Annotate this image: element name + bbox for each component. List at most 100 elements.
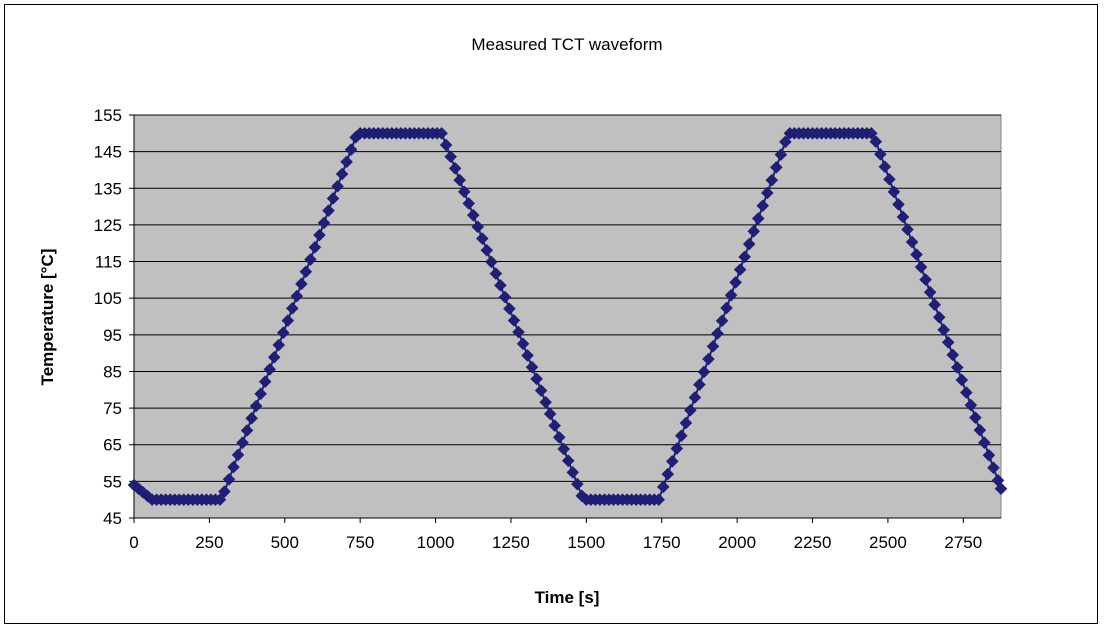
data-point xyxy=(457,185,471,199)
data-point xyxy=(281,314,295,327)
data-point xyxy=(937,323,951,337)
data-point xyxy=(222,472,236,486)
y-axis-title: Temperature [°C] xyxy=(38,249,57,386)
x-tick-label: 1500 xyxy=(567,533,605,552)
y-tick-label: 65 xyxy=(103,436,122,455)
data-point xyxy=(887,185,901,199)
data-point xyxy=(471,220,485,234)
data-point xyxy=(485,255,498,269)
data-point xyxy=(448,162,462,175)
x-tick-label: 1000 xyxy=(417,533,455,552)
data-point xyxy=(317,216,331,230)
data-point xyxy=(674,429,688,443)
data-point xyxy=(539,395,552,409)
data-point xyxy=(530,372,543,386)
data-point xyxy=(950,361,964,374)
data-point xyxy=(258,375,272,388)
data-point xyxy=(932,310,946,324)
data-point xyxy=(331,179,344,193)
data-point xyxy=(557,442,571,456)
data-point xyxy=(444,150,457,164)
data-point xyxy=(453,173,467,187)
chart-title: Measured TCT waveform xyxy=(471,35,662,54)
y-tick-labels: 45 55 65 75 85 95 105 115 125 135 145 155 xyxy=(94,106,134,528)
data-point xyxy=(661,467,675,481)
data-point xyxy=(779,135,792,149)
data-point xyxy=(751,212,765,225)
data-point xyxy=(236,436,249,450)
data-point xyxy=(733,263,747,276)
data-point xyxy=(516,337,530,351)
data-point xyxy=(435,126,448,140)
data-point xyxy=(218,485,231,498)
x-axis-title: Time [s] xyxy=(535,588,600,607)
data-point xyxy=(570,477,584,491)
data-point xyxy=(507,314,521,327)
data-point xyxy=(892,198,905,211)
axes xyxy=(133,115,1001,519)
data-point xyxy=(299,265,313,279)
data-point xyxy=(466,208,480,222)
data-point xyxy=(290,289,304,303)
data-point xyxy=(697,365,711,379)
data-point xyxy=(883,172,896,186)
data-point xyxy=(304,253,317,266)
data-point xyxy=(765,173,779,187)
data-point xyxy=(665,454,679,468)
data-point xyxy=(720,301,733,315)
data-point xyxy=(969,411,982,424)
data-point xyxy=(322,204,335,218)
data-point xyxy=(769,161,783,174)
data-point xyxy=(543,407,557,421)
data-point xyxy=(729,276,742,289)
data-point xyxy=(774,148,788,161)
data-point xyxy=(982,448,996,462)
y-tick-label: 115 xyxy=(95,253,122,272)
x-tick-label: 2250 xyxy=(794,533,832,552)
data-point xyxy=(231,448,245,462)
data-point xyxy=(747,224,761,238)
data-point xyxy=(326,192,340,205)
data-point xyxy=(489,267,503,280)
data-point xyxy=(439,138,453,152)
data-point xyxy=(503,302,516,316)
data-point xyxy=(905,235,919,249)
y-tick-label: 85 xyxy=(103,362,122,381)
data-point xyxy=(715,314,729,328)
data-point xyxy=(914,260,928,274)
data-point xyxy=(295,277,308,291)
data-point xyxy=(706,339,720,353)
data-point xyxy=(901,223,914,236)
x-tick-label: 2750 xyxy=(944,533,982,552)
data-point xyxy=(896,210,910,224)
data-point xyxy=(480,243,494,257)
data-point xyxy=(335,167,349,181)
data-point xyxy=(213,493,227,507)
data-point xyxy=(941,336,955,349)
x-tick-label: 250 xyxy=(195,533,223,552)
data-point xyxy=(959,386,973,399)
data-point xyxy=(498,290,512,304)
data-point xyxy=(760,186,774,200)
data-point xyxy=(688,391,702,404)
y-tick-label: 55 xyxy=(103,472,122,491)
data-point xyxy=(285,302,299,315)
data-point xyxy=(475,232,489,245)
data-point xyxy=(738,250,752,264)
data-point xyxy=(652,493,666,507)
data-point xyxy=(494,278,507,292)
data-point xyxy=(308,240,322,254)
data-point xyxy=(249,399,263,413)
x-tick-label: 2500 xyxy=(869,533,907,552)
data-point xyxy=(263,363,277,376)
data-point xyxy=(978,436,991,450)
data-point xyxy=(561,454,575,468)
y-tick-label: 135 xyxy=(94,179,122,198)
data-point xyxy=(684,403,697,417)
x-tick-label: 750 xyxy=(346,533,374,552)
y-tick-label: 105 xyxy=(94,289,122,308)
data-point xyxy=(534,384,548,397)
data-point xyxy=(521,349,534,362)
y-tick-label: 95 xyxy=(103,326,122,345)
